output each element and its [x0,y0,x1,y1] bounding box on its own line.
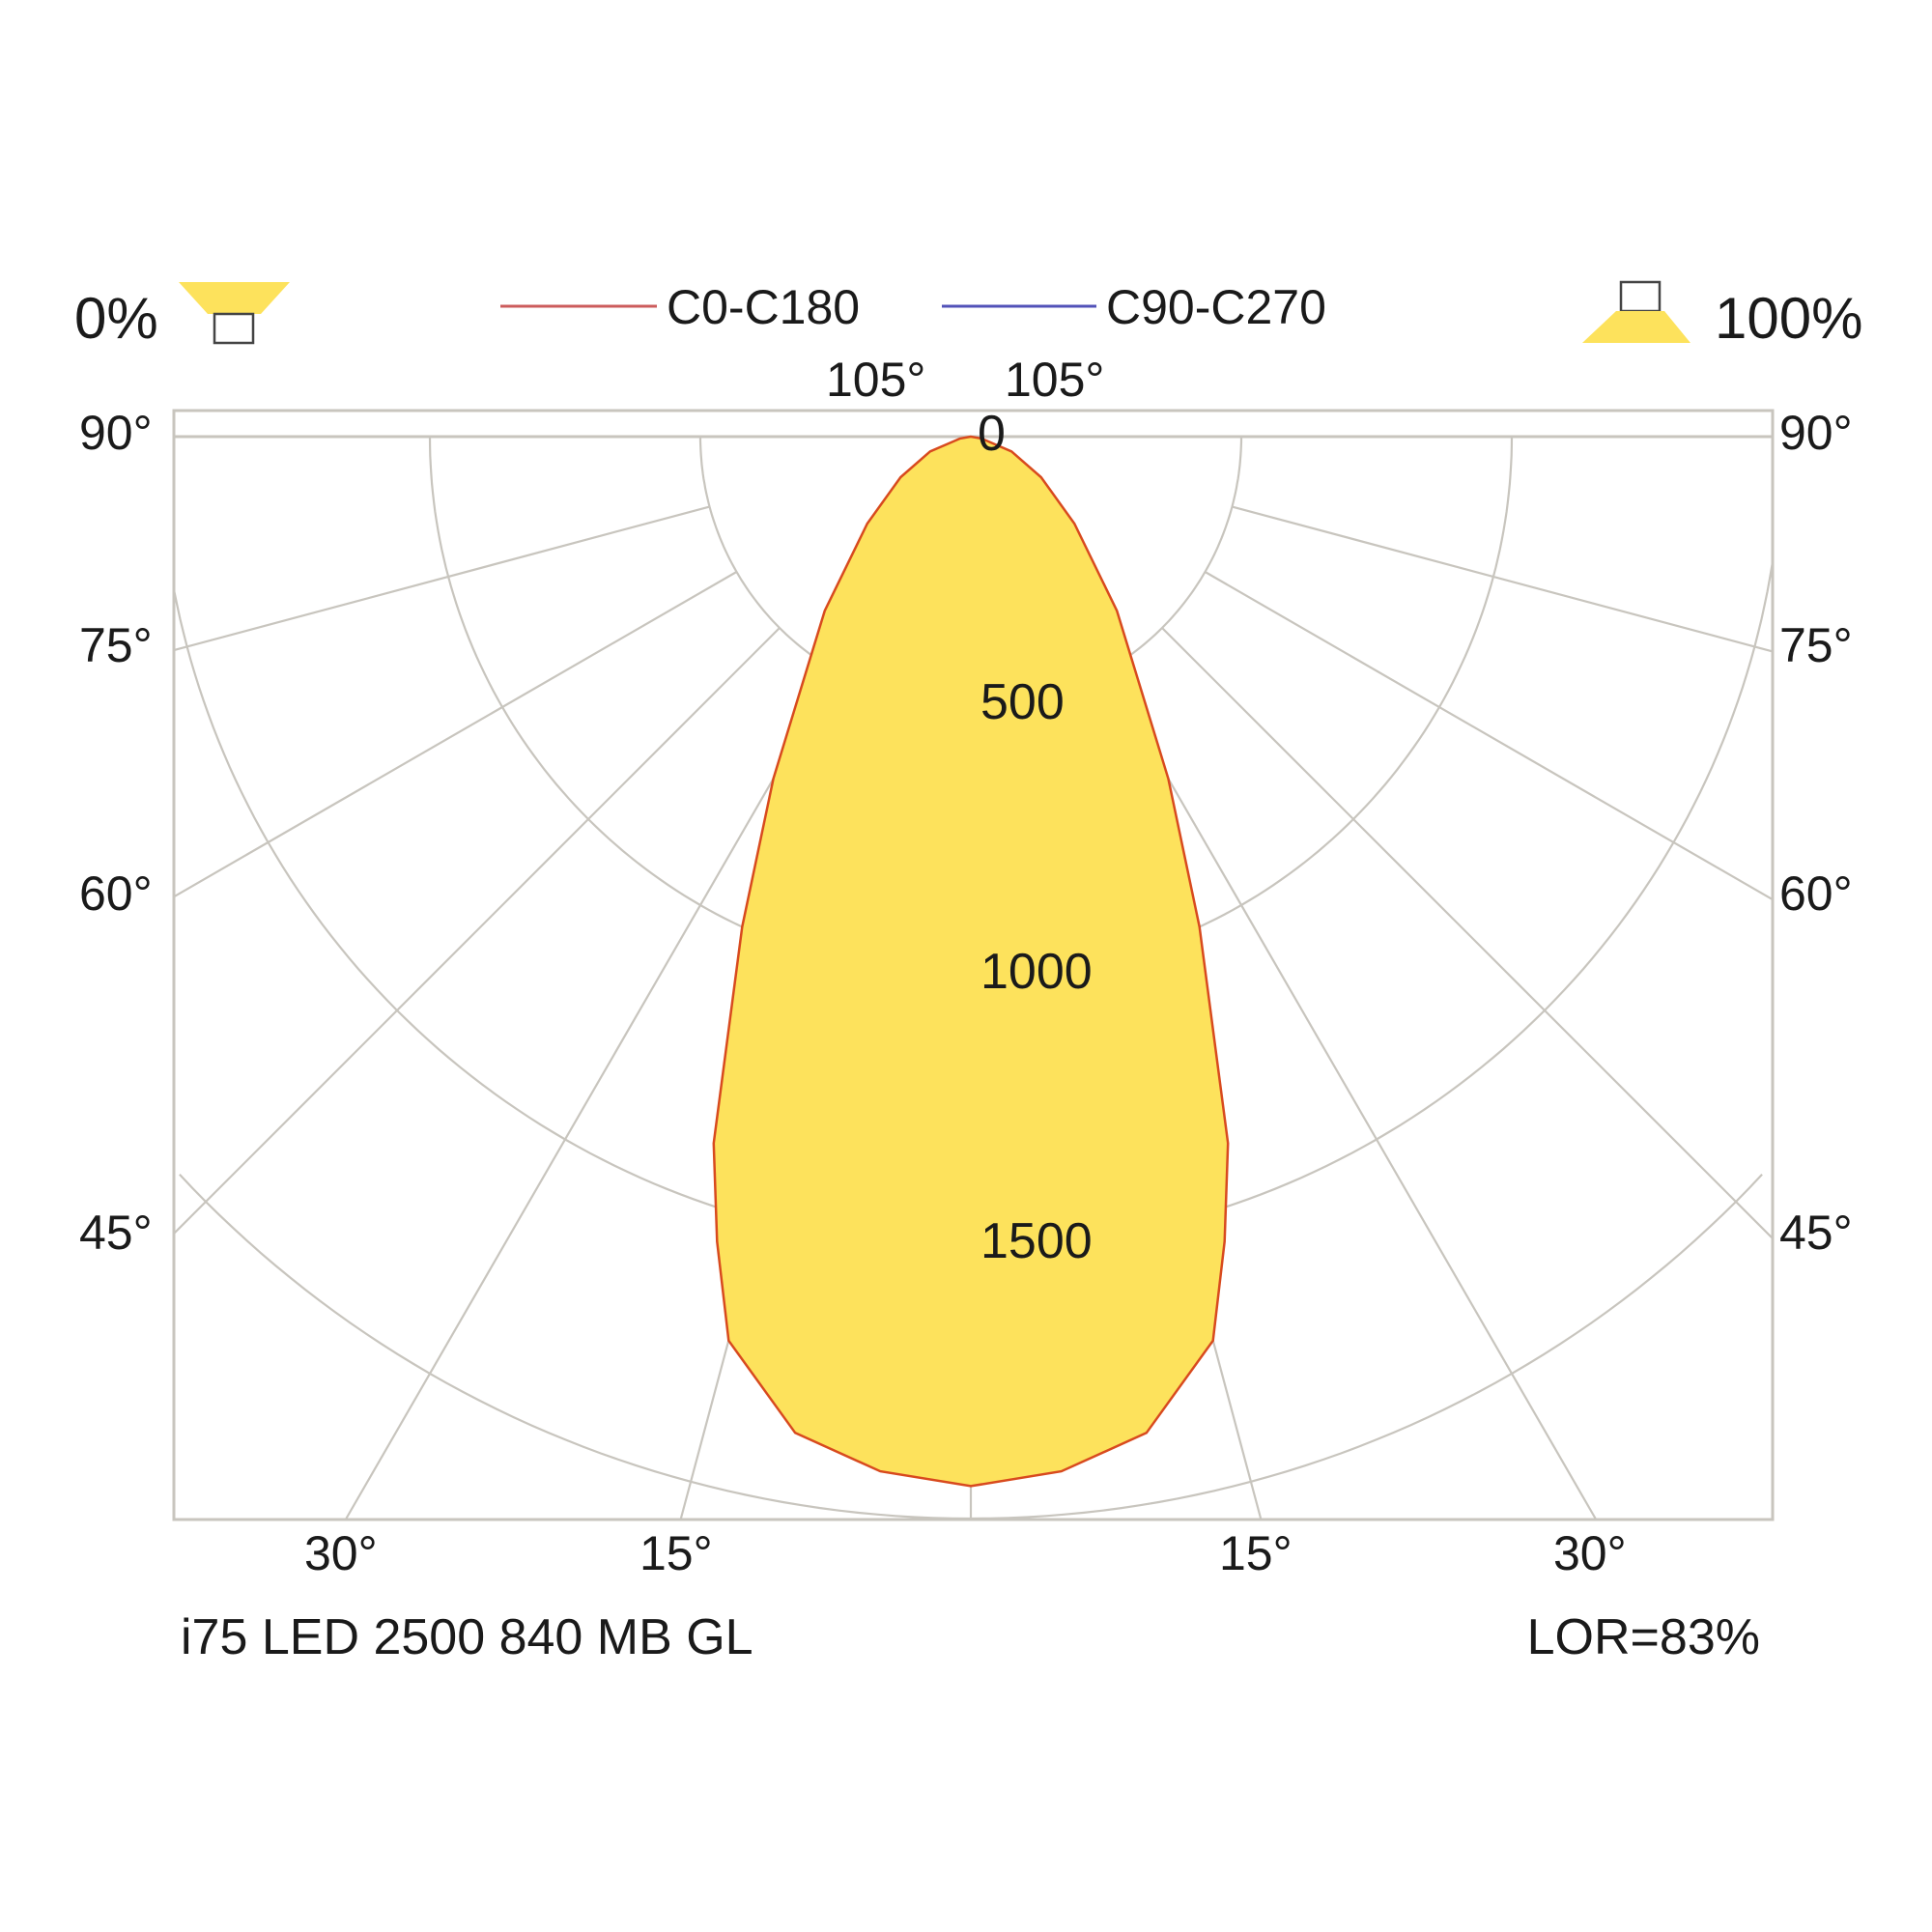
angle-label-right-90: 90° [1779,406,1853,460]
downlight-luminaire-icon [213,312,255,345]
radial-tick-1500: 1500 [980,1213,1093,1269]
grid-spoke-left-60 [173,571,738,898]
downlight-beam-icon [179,282,290,314]
grid-spoke-left-30 [344,669,837,1520]
angle-label-right-45: 45° [1779,1206,1853,1260]
radial-tick-1000: 1000 [980,944,1093,1000]
angle-label-left-45: 45° [79,1206,153,1260]
uplight-luminaire-icon [1619,280,1662,313]
series-c0-c180-area [712,435,1230,1488]
angle-label-bottom-30-left: 30° [304,1526,378,1580]
angle-label-bottom-15-left: 15° [639,1526,713,1580]
grid-spokes [173,435,1774,1520]
legend-label-c90-c270: C90-C270 [1106,280,1326,334]
uplight-percent-label: 100% [1715,286,1862,351]
angle-label-top-left: 105° [826,353,925,407]
grid-spoke-left-75 [173,505,710,652]
angle-label-left-60: 60° [79,867,153,921]
grid-spoke-right-60 [1204,571,1774,901]
grid-spoke-right-75 [1232,505,1774,653]
angle-label-right-75: 75° [1779,618,1853,672]
downlight-percent-label: 0% [74,286,158,351]
angle-label-bottom-15-right: 15° [1219,1526,1293,1580]
grid-spoke-left-45 [173,627,781,1235]
angle-label-left-90: 90° [79,406,153,460]
angle-label-bottom-30-right: 30° [1553,1526,1627,1580]
lor-label: LOR=83% [1527,1609,1760,1665]
legend-label-c0-c180: C0-C180 [667,280,860,334]
radial-tick-500: 500 [980,674,1065,730]
angle-label-left-75: 75° [79,618,153,672]
angle-label-top-right: 105° [1005,353,1104,407]
radial-tick-0: 0 [978,406,1006,462]
angle-label-right-60: 60° [1779,867,1853,921]
grid-spoke-right-30 [1105,669,1598,1520]
uplight-beam-icon [1582,311,1690,343]
product-label: i75 LED 2500 840 MB GL [181,1609,753,1665]
grid-spoke-right-45 [1161,627,1774,1239]
